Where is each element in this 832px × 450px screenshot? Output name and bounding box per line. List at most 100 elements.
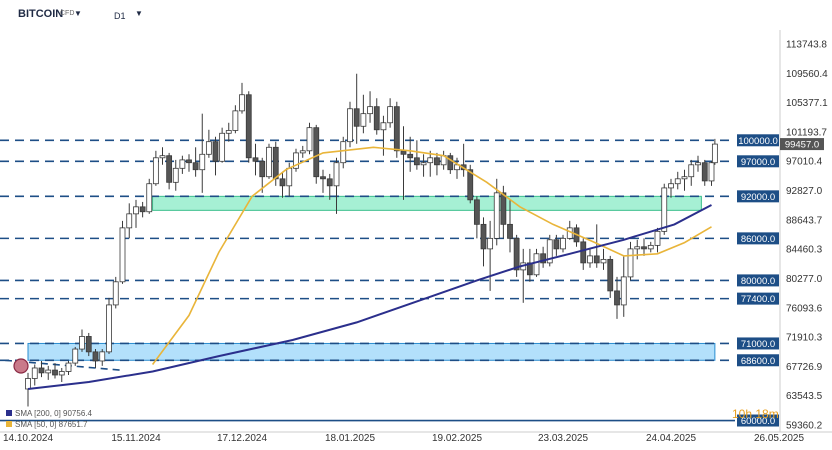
- candle: [473, 196, 480, 239]
- candle: [45, 365, 52, 380]
- event-marker-icon[interactable]: [13, 358, 29, 374]
- candle: [701, 159, 708, 186]
- candle-body: [85, 336, 92, 353]
- candle: [172, 159, 179, 191]
- candle: [507, 199, 513, 253]
- candle: [353, 73, 360, 144]
- candle: [627, 241, 634, 281]
- candle-body: [427, 157, 434, 164]
- candle-body: [139, 206, 146, 213]
- candle-body: [347, 108, 353, 143]
- candle-body: [119, 227, 126, 283]
- candle: [79, 329, 85, 352]
- candle: [647, 241, 654, 253]
- candle-body: [467, 169, 474, 201]
- candle: [192, 147, 199, 177]
- y-tick-label: 80277.0: [786, 274, 823, 285]
- candle: [299, 145, 306, 158]
- candle-body: [106, 304, 112, 353]
- candle-body: [580, 241, 587, 264]
- y-tick-label: 113743.8: [786, 40, 827, 51]
- x-tick-label: 17.12.2024: [217, 433, 267, 444]
- level-label-6: 71000.0: [741, 339, 775, 350]
- timeframe-label[interactable]: D1: [114, 11, 126, 21]
- y-tick-label: 109560.4: [786, 69, 828, 80]
- candle: [152, 150, 159, 186]
- candle-body: [179, 159, 186, 169]
- candle-body: [52, 369, 58, 376]
- candle: [560, 234, 566, 253]
- candle: [72, 346, 79, 366]
- candle: [65, 360, 72, 375]
- candle-body: [192, 162, 199, 171]
- candle-body: [661, 187, 668, 232]
- candle: [641, 238, 647, 256]
- candle-body: [627, 248, 634, 278]
- candle-body: [286, 167, 293, 187]
- candle-body: [708, 162, 715, 182]
- candle: [413, 140, 420, 170]
- candle-body: [400, 150, 407, 155]
- candle-body: [133, 206, 139, 215]
- candle: [695, 155, 701, 172]
- x-tick-label: 24.04.2025: [646, 433, 696, 444]
- axis-layer: 113743.8 109560.4 105377.1 101193.7 97010.4 9…: [0, 30, 832, 444]
- candle-body: [641, 246, 647, 250]
- level-tag-5: [737, 292, 779, 305]
- candle: [85, 332, 92, 357]
- level-label-7: 68600.0: [741, 356, 775, 367]
- candle: [340, 136, 347, 169]
- candle: [427, 150, 434, 177]
- candle-body: [232, 110, 239, 131]
- y-tick-label: 84460.3: [786, 245, 823, 256]
- x-tick-label: 18.01.2025: [325, 433, 375, 444]
- candle-body: [473, 199, 480, 225]
- candle: [654, 227, 661, 253]
- candle: [407, 136, 414, 172]
- level-tag-1: [737, 155, 779, 168]
- y-tick-label: 88643.7: [786, 215, 823, 226]
- candle: [306, 122, 313, 155]
- candle: [553, 234, 560, 256]
- candle: [326, 173, 333, 200]
- candle-body: [533, 253, 540, 276]
- y-tick-label: 97010.4: [786, 157, 823, 168]
- candle: [186, 154, 192, 172]
- candle: [607, 255, 614, 298]
- candle: [540, 246, 547, 268]
- trend-line[interactable]: [4, 359, 121, 371]
- zones-layer: [27, 195, 716, 361]
- candle-body: [272, 146, 279, 180]
- legend-swatch-1: [6, 421, 12, 427]
- candle: [205, 129, 212, 158]
- candle: [320, 169, 326, 193]
- x-tick-label: 19.02.2025: [432, 433, 482, 444]
- timeframe-dropdown-chevron-icon[interactable]: ▼: [135, 9, 143, 18]
- candle-body: [38, 367, 45, 374]
- candle: [31, 364, 38, 386]
- candle-body: [560, 237, 566, 250]
- symbol-label[interactable]: BITCOIN: [18, 8, 64, 20]
- candle: [313, 124, 320, 184]
- candle: [259, 157, 266, 193]
- candle: [668, 178, 674, 198]
- candle: [133, 199, 139, 228]
- candle-body: [340, 141, 347, 164]
- level-tag-8: [737, 414, 779, 427]
- candle: [52, 363, 58, 379]
- y-tick-label: 105377.1: [786, 98, 828, 109]
- candle: [293, 148, 299, 172]
- candle-body: [245, 94, 252, 159]
- candle-body: [540, 253, 547, 264]
- candle: [614, 276, 620, 319]
- candle-body: [45, 369, 52, 374]
- candle: [159, 147, 166, 165]
- candle-body: [279, 178, 286, 187]
- symbol-dropdown-chevron-icon[interactable]: ▼: [74, 9, 82, 18]
- candle-body: [65, 362, 72, 372]
- candle-body: [620, 276, 627, 306]
- candle-body: [219, 132, 226, 162]
- candle-body: [593, 255, 600, 264]
- candle-body: [92, 351, 99, 362]
